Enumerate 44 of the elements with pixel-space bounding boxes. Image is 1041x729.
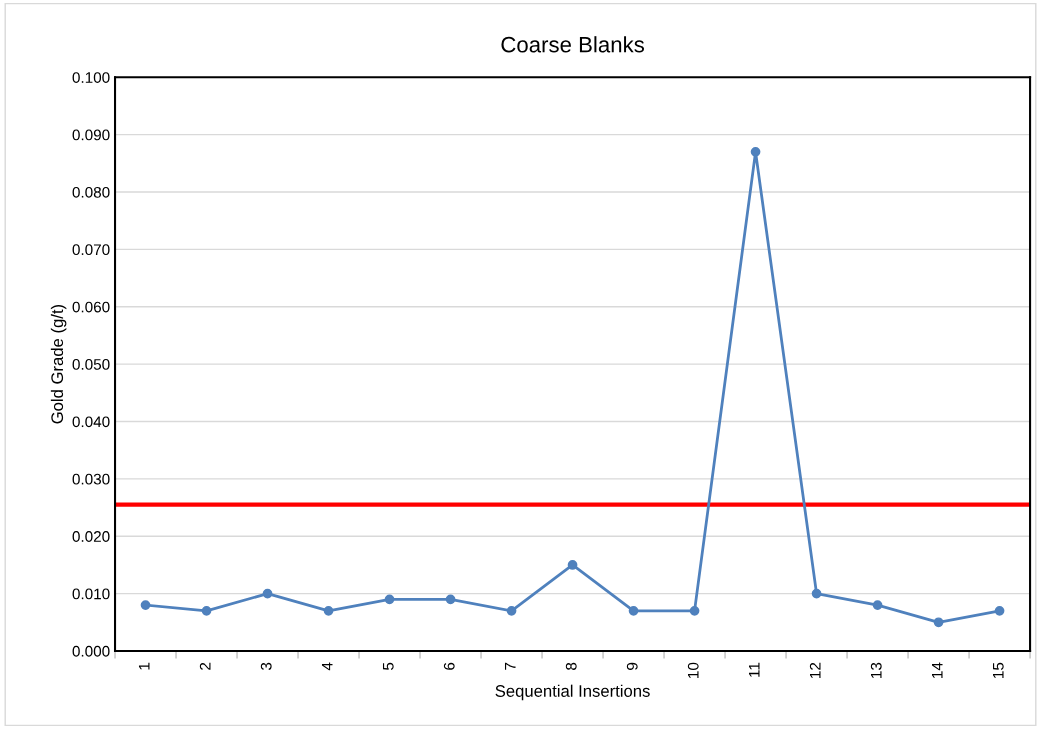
point [811, 588, 822, 599]
chart-title: Coarse Blanks [501, 36, 645, 53]
y-tick-label: 0.020 [72, 531, 110, 542]
y-tick-label: 0.050 [72, 359, 110, 370]
point [628, 605, 639, 616]
point [933, 617, 944, 628]
y-tick-label: 0.010 [72, 588, 110, 600]
y-tick-label: 0.080 [72, 186, 110, 198]
x-tick-label: 1 [138, 662, 150, 670]
point [872, 600, 883, 610]
x-tick-label: 2 [199, 662, 211, 670]
point [140, 600, 151, 610]
point [323, 605, 334, 616]
y-tick-label: 0.090 [72, 129, 110, 141]
point [994, 605, 1005, 616]
x-axis-title: Sequential Insertions [495, 684, 650, 701]
point [506, 605, 517, 616]
x-tick-label: 3 [260, 662, 272, 671]
point [384, 594, 395, 605]
point [262, 588, 273, 599]
y-tick-label: 0.000 [72, 645, 110, 657]
x-tick-label: 9 [626, 662, 638, 670]
x-tick-label: 6 [443, 662, 455, 670]
point [689, 605, 700, 616]
x-tick-label: 10 [687, 662, 699, 678]
x-tick-label: 4 [321, 662, 333, 671]
y-tick-label: 0.030 [72, 473, 110, 485]
point [445, 594, 456, 605]
y-tick-label: 0.060 [72, 301, 110, 313]
y-tick-label: 0.100 [72, 72, 110, 83]
x-tick-label: 12 [809, 662, 821, 678]
x-tick-label: 15 [993, 662, 1004, 678]
y-tick-label: 0.040 [72, 416, 110, 428]
point [567, 560, 578, 570]
point [201, 605, 212, 616]
x-tick-label: 5 [382, 662, 394, 670]
x-tick-label: 7 [504, 662, 516, 670]
y-tick-label: 0.070 [72, 244, 110, 256]
x-tick-label: 8 [565, 662, 577, 670]
point [750, 146, 761, 157]
y-axis-title: Gold Grade (g/t) [50, 304, 67, 424]
x-tick-label: 11 [749, 662, 760, 677]
x-tick-label: 14 [932, 662, 943, 678]
x-tick-label: 13 [870, 662, 882, 678]
